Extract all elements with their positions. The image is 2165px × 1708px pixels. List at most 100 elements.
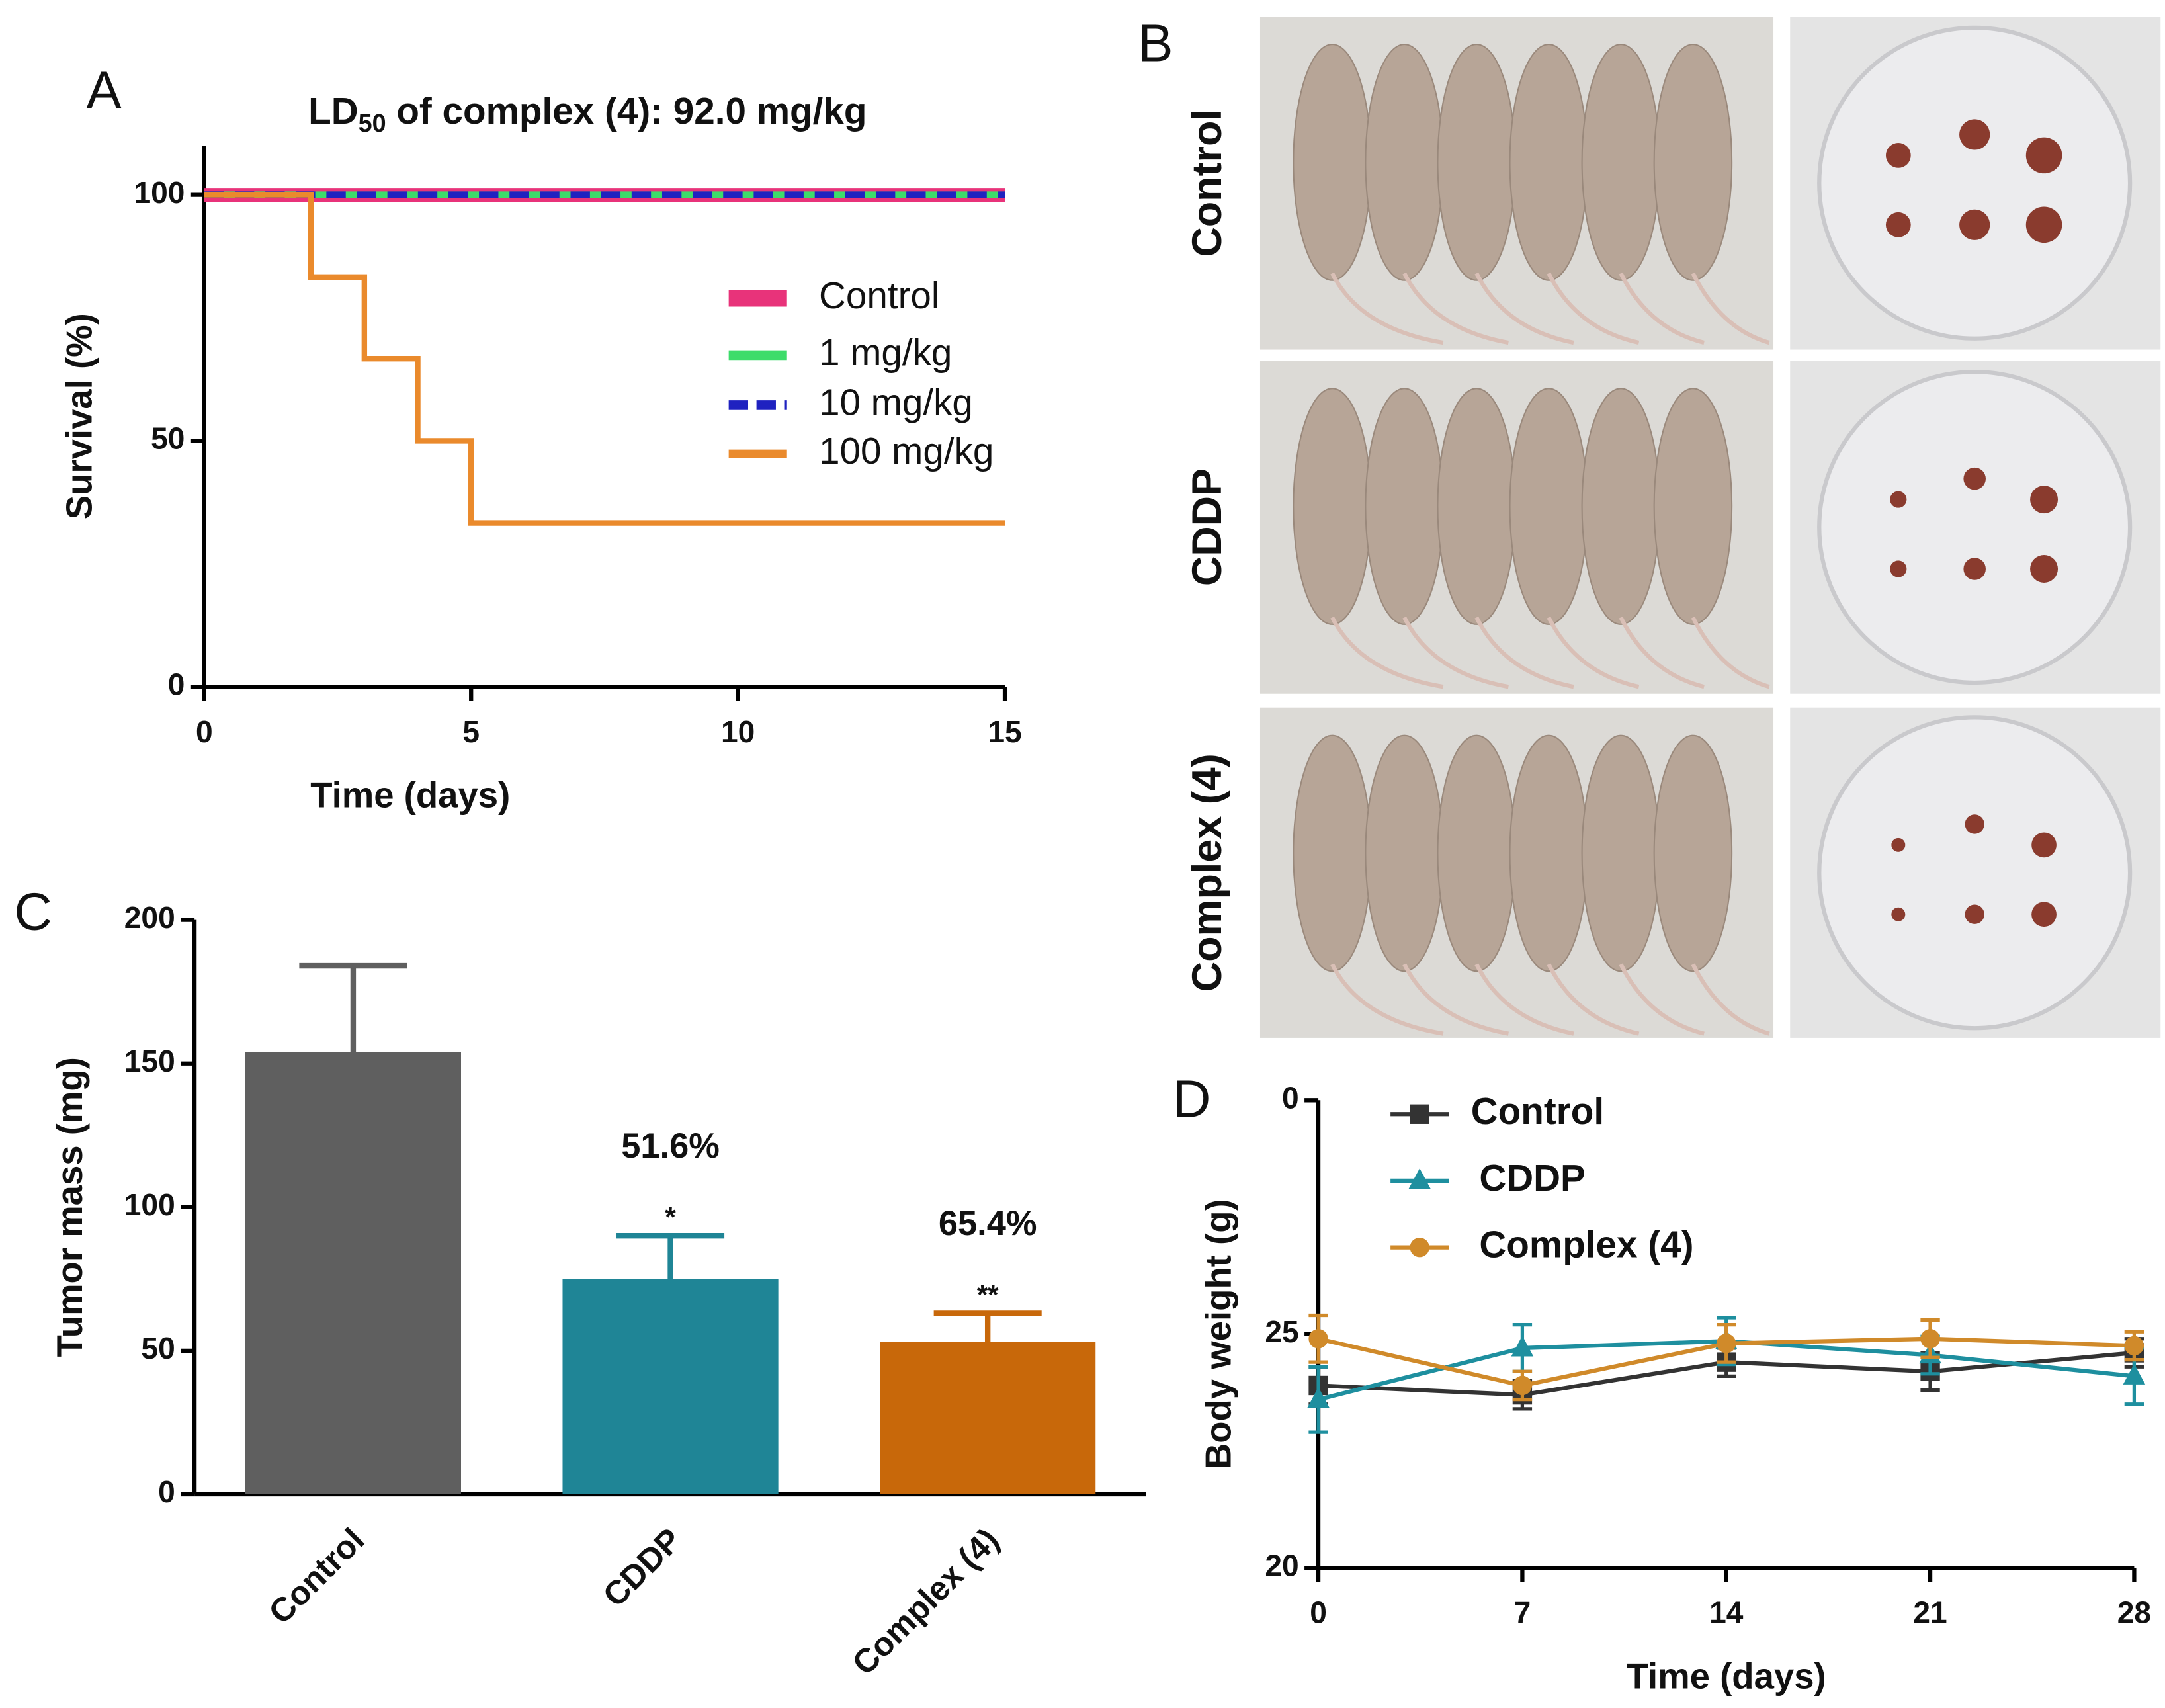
tail: [1619, 272, 1705, 345]
tail: [1619, 963, 1705, 1036]
y-tick-label: 50: [141, 1331, 175, 1365]
y-tick-label: 100: [124, 1187, 175, 1222]
title-sub: 50: [359, 109, 386, 137]
panel-label: A: [87, 61, 122, 120]
y-axis-label: Tumor mass (mg): [50, 1057, 90, 1357]
legend-label: 10 mg/kg: [819, 382, 973, 423]
y-tick-label: 200: [124, 900, 175, 935]
tail: [1547, 963, 1640, 1036]
dish: [1817, 369, 2133, 685]
tumor: [1959, 209, 1990, 240]
bar: [245, 1052, 461, 1494]
percent-label: 65.4%: [939, 1205, 1037, 1243]
marker: [2123, 1363, 2146, 1385]
tumor: [2030, 554, 2059, 583]
significance: **: [977, 1279, 999, 1310]
tumor: [2030, 486, 2059, 514]
tumor: [2031, 832, 2057, 858]
survival-line: [204, 192, 1005, 526]
mouse: [1509, 388, 1589, 625]
tail: [1619, 616, 1705, 689]
tumor: [1965, 814, 1984, 834]
tumor: [1891, 837, 1906, 852]
y-tick-label: 0: [158, 1474, 175, 1509]
legend-label: Complex (4): [1479, 1224, 1693, 1266]
y-tick-label: 0: [168, 667, 185, 701]
marker: [1512, 1375, 1533, 1396]
significance: *: [665, 1201, 676, 1232]
mouse: [1581, 734, 1661, 972]
x-tick-label: 15: [988, 714, 1021, 749]
title-part: LD: [308, 91, 358, 132]
y-tick-label: 150: [124, 1044, 175, 1078]
panel-label: D: [1173, 1070, 1211, 1129]
x-tick-label: 21: [1913, 1596, 1947, 1630]
tumor: [2031, 902, 2057, 927]
tail: [1691, 616, 1770, 689]
mouse: [1365, 734, 1444, 972]
marker: [2124, 1336, 2144, 1356]
tumor: [1965, 904, 1984, 924]
marker: [1511, 1336, 1534, 1357]
y-tick-label: 100: [134, 175, 185, 210]
x-tick-label: 5: [462, 714, 480, 749]
tumor: [1885, 212, 1911, 237]
legend-marker: [1408, 1168, 1431, 1189]
x-tick-label: 28: [2117, 1596, 2151, 1630]
mouse: [1581, 388, 1661, 625]
bar: [562, 1279, 779, 1494]
marker: [1308, 1329, 1328, 1349]
tail: [1330, 272, 1444, 345]
y-axis-label: Survival (%): [60, 313, 100, 519]
tumor: [2025, 206, 2062, 243]
tumor: [1885, 143, 1911, 168]
x-tick-label: Complex (4): [845, 1521, 1006, 1682]
legend-marker: [1410, 1237, 1429, 1258]
percent-label: 51.6%: [621, 1127, 720, 1166]
mouse: [1437, 388, 1516, 625]
chart-title: LD50 of complex (4): 92.0 mg/kg: [308, 91, 867, 137]
mouse: [1653, 734, 1733, 972]
x-tick-label: 14: [1709, 1596, 1744, 1630]
tail: [1547, 616, 1640, 689]
mouse: [1293, 388, 1372, 625]
legend-label: 1 mg/kg: [819, 332, 952, 374]
tail: [1474, 616, 1574, 689]
mouse: [1365, 388, 1444, 625]
mouse: [1509, 44, 1589, 281]
legend-label: Control: [1471, 1091, 1604, 1132]
tail: [1402, 963, 1509, 1036]
mouse: [1293, 44, 1372, 281]
title-part: of complex (4): 92.0 mg/kg: [386, 91, 867, 132]
row-label: Complex (4): [1184, 753, 1230, 992]
tumor: [1890, 491, 1907, 508]
tail: [1330, 616, 1444, 689]
mouse: [1581, 44, 1661, 281]
tail: [1691, 963, 1770, 1036]
tumor: [1891, 907, 1906, 921]
mouse: [1437, 44, 1516, 281]
panel-label: B: [1138, 13, 1173, 72]
tumor: [1963, 467, 1986, 490]
bar: [880, 1342, 1096, 1494]
x-tick-label: 0: [1310, 1596, 1327, 1630]
y-tick-label: 0: [1282, 1080, 1299, 1115]
y-tick-label: 25: [1265, 1314, 1298, 1349]
legend-label: Control: [819, 275, 940, 317]
x-tick-label: 10: [721, 714, 755, 749]
x-tick-label: 7: [1514, 1596, 1531, 1630]
y-axis-label: Body weight (g): [1199, 1199, 1239, 1469]
x-tick-label: Control: [261, 1521, 372, 1631]
tumor: [2025, 137, 2062, 174]
legend-label: 100 mg/kg: [819, 431, 994, 472]
y-tick-label: 20: [1265, 1548, 1298, 1582]
tail: [1547, 272, 1640, 345]
x-tick-label: 0: [196, 714, 213, 749]
marker: [1920, 1329, 1940, 1349]
tumor: [1890, 560, 1907, 577]
mouse: [1653, 388, 1733, 625]
row-label: Control: [1184, 109, 1230, 257]
tail: [1402, 272, 1509, 345]
tumor: [1963, 558, 1986, 580]
